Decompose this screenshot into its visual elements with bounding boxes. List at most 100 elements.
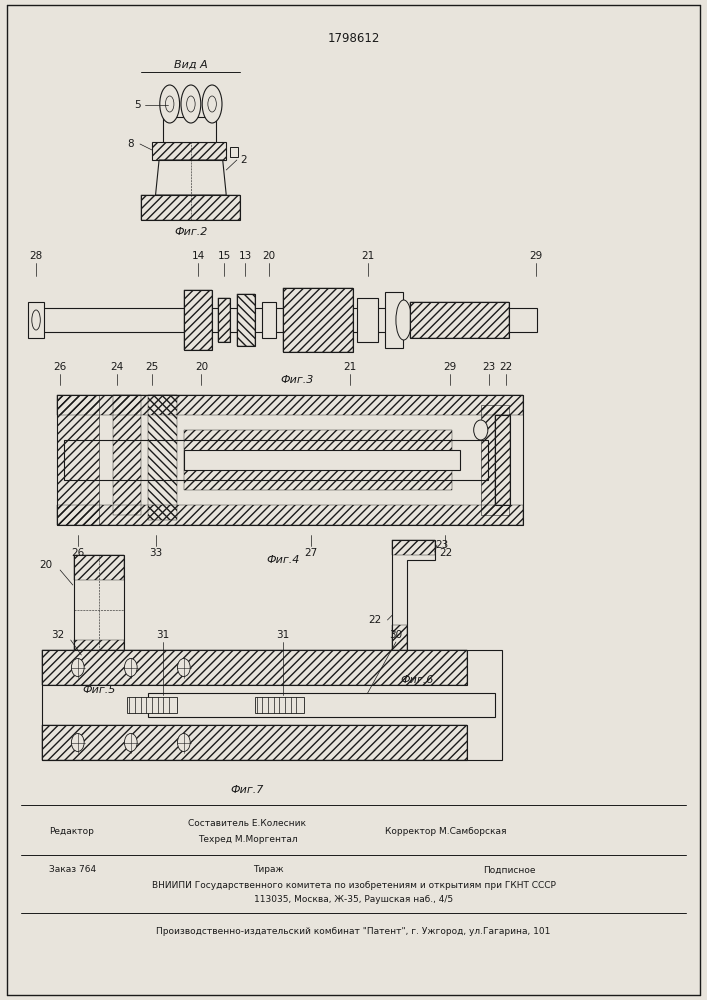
Text: Фиг.6: Фиг.6	[400, 675, 434, 685]
Text: 27: 27	[305, 548, 317, 558]
Bar	[148, 693, 495, 717]
Text: Корректор М.Самборская: Корректор М.Самборская	[385, 826, 506, 836]
Bar	[113, 395, 141, 515]
Bar	[64, 440, 488, 480]
Text: Производственно-издательский комбинат "Патент", г. Ужгород, ул.Гагарина, 101: Производственно-издательский комбинат "П…	[156, 926, 551, 936]
Text: Тираж: Тираж	[253, 865, 284, 874]
Text: 15: 15	[218, 251, 230, 261]
Bar	[218, 298, 230, 342]
Bar	[392, 625, 407, 655]
Bar	[283, 288, 354, 352]
Text: 5: 5	[134, 100, 141, 110]
Text: 13: 13	[239, 251, 252, 261]
Bar	[237, 294, 255, 346]
Ellipse shape	[165, 96, 174, 112]
Bar	[495, 415, 510, 505]
Bar	[74, 640, 124, 665]
Text: 23: 23	[483, 362, 496, 372]
Text: Техред М.Моргентал: Техред М.Моргентал	[198, 834, 297, 844]
Bar	[74, 555, 124, 580]
Bar	[57, 395, 523, 525]
Text: 24: 24	[110, 362, 123, 372]
Bar	[230, 147, 238, 157]
Bar	[184, 290, 212, 350]
Text: Вид А: Вид А	[174, 60, 208, 70]
Bar	[42, 650, 467, 685]
Bar	[42, 725, 467, 760]
Bar	[42, 308, 537, 332]
Bar	[141, 195, 240, 220]
Text: 21: 21	[344, 362, 356, 372]
Bar	[57, 505, 523, 525]
Text: 113035, Москва, Ж-35, Раушская наб., 4/5: 113035, Москва, Ж-35, Раушская наб., 4/5	[254, 896, 453, 904]
Bar	[255, 697, 304, 713]
Text: 20: 20	[195, 362, 208, 372]
Bar	[148, 395, 177, 520]
Text: ВНИИПИ Государственного комитета по изобретениям и открытиям при ГКНТ СССР: ВНИИПИ Государственного комитета по изоб…	[151, 880, 556, 890]
Bar	[392, 540, 435, 555]
Text: 20: 20	[262, 251, 275, 261]
Ellipse shape	[160, 85, 180, 123]
Bar	[283, 288, 354, 352]
Bar	[74, 555, 124, 665]
Text: 29: 29	[444, 362, 457, 372]
Text: 33: 33	[149, 548, 162, 558]
Text: Фиг.7: Фиг.7	[230, 785, 264, 795]
Bar	[184, 290, 212, 350]
Text: 20: 20	[40, 560, 52, 570]
Text: Фиг.3: Фиг.3	[280, 375, 314, 385]
Bar	[481, 405, 509, 515]
Text: 2: 2	[240, 155, 247, 165]
Bar	[385, 292, 403, 348]
Ellipse shape	[181, 85, 201, 123]
Text: 1798612: 1798612	[327, 31, 380, 44]
Bar	[42, 650, 502, 760]
Text: 29: 29	[530, 251, 542, 261]
Bar	[237, 294, 255, 346]
Bar	[218, 298, 230, 342]
Bar	[152, 142, 226, 160]
Text: 22: 22	[368, 615, 381, 625]
Bar	[410, 302, 509, 338]
Bar	[163, 117, 216, 142]
Bar	[141, 195, 240, 220]
Text: 8: 8	[127, 139, 134, 149]
Ellipse shape	[202, 85, 222, 123]
Bar	[184, 450, 460, 470]
Ellipse shape	[208, 96, 216, 112]
Ellipse shape	[474, 420, 488, 440]
Ellipse shape	[187, 96, 195, 112]
Text: 31: 31	[276, 630, 289, 640]
Ellipse shape	[396, 300, 411, 340]
Bar	[410, 302, 509, 338]
Text: 21: 21	[361, 251, 374, 261]
Ellipse shape	[32, 310, 40, 330]
Ellipse shape	[124, 659, 137, 677]
Bar	[28, 302, 44, 338]
Text: Редактор: Редактор	[49, 826, 94, 836]
Bar	[42, 650, 467, 685]
Text: Заказ 764: Заказ 764	[49, 865, 97, 874]
Text: Подписное: Подписное	[483, 865, 535, 874]
Bar	[127, 697, 177, 713]
Polygon shape	[156, 160, 226, 195]
Text: 26: 26	[54, 362, 66, 372]
Text: 23: 23	[436, 540, 448, 550]
Bar	[57, 395, 523, 415]
Bar	[262, 302, 276, 338]
Ellipse shape	[177, 734, 190, 752]
Bar	[357, 298, 378, 342]
Text: Фиг.4: Фиг.4	[266, 555, 300, 565]
Text: 22: 22	[439, 548, 452, 558]
Text: 22: 22	[500, 362, 513, 372]
Ellipse shape	[177, 659, 190, 677]
Ellipse shape	[71, 659, 84, 677]
Bar	[495, 415, 510, 505]
Bar	[57, 395, 99, 525]
Text: 26: 26	[71, 548, 84, 558]
Text: 32: 32	[52, 630, 64, 640]
Text: Составитель Е.Колесник: Составитель Е.Колесник	[189, 818, 306, 827]
Polygon shape	[392, 540, 435, 655]
Bar	[42, 725, 467, 760]
Ellipse shape	[124, 734, 137, 752]
